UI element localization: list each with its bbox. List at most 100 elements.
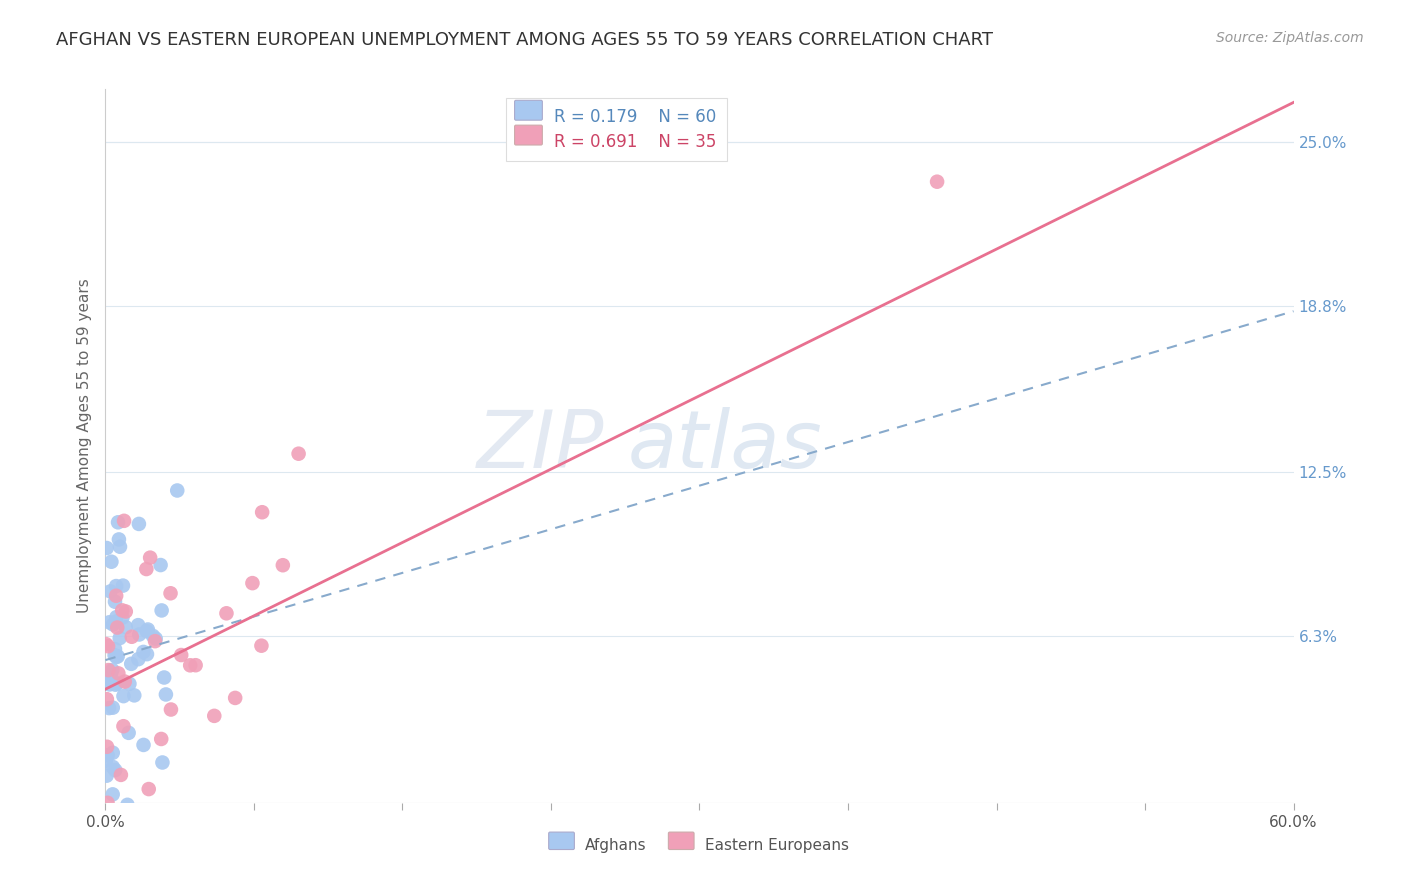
Point (160, 702, 183, 716)
Point (105, 676, 128, 690)
Point (96, 541, 118, 555)
Point (184, 658, 207, 673)
Point (114, 674, 136, 689)
Point (108, 631, 131, 645)
Point (139, 550, 162, 565)
Point (98, 615, 121, 630)
Point (108, 533, 131, 547)
Point (127, 652, 149, 666)
Point (105, 579, 128, 593)
Point (112, 689, 135, 703)
Point (96, 796, 118, 810)
Point (94, 637, 117, 651)
Point (124, 689, 146, 703)
Y-axis label: Unemployment Among Ages 55 to 59 years: Unemployment Among Ages 55 to 59 years (76, 278, 91, 614)
Point (149, 558, 172, 572)
Point (150, 731, 173, 746)
Point (114, 605, 136, 619)
Point (128, 627, 150, 641)
Point (170, 648, 193, 662)
Point (271, 558, 294, 573)
Point (150, 603, 173, 617)
Point (117, 726, 139, 740)
Point (111, 603, 134, 617)
Point (96, 670, 118, 684)
Point (98, 677, 121, 691)
Point (112, 719, 135, 733)
Point (111, 579, 134, 593)
Point (107, 666, 129, 681)
Point (112, 514, 135, 528)
Point (153, 671, 176, 685)
Point (202, 709, 225, 723)
Point (101, 663, 124, 677)
Point (127, 618, 149, 632)
Point (107, 649, 129, 664)
Point (114, 620, 136, 634)
Point (96, 692, 118, 706)
Point (104, 615, 127, 629)
Text: atlas: atlas (628, 407, 823, 485)
Point (94, 754, 117, 768)
Point (97, 748, 120, 763)
Point (97, 663, 120, 677)
Point (143, 634, 166, 648)
Point (100, 584, 122, 599)
Point (215, 607, 238, 621)
Point (110, 768, 132, 782)
Point (105, 610, 128, 624)
Point (97, 639, 120, 653)
Point (135, 624, 157, 639)
Point (104, 763, 127, 777)
Point (287, 447, 309, 461)
Point (104, 678, 127, 692)
Point (132, 645, 155, 659)
Point (117, 797, 139, 812)
Point (250, 639, 273, 653)
Point (101, 746, 124, 760)
Point (100, 667, 122, 681)
Point (101, 788, 124, 802)
Point (101, 760, 124, 774)
Point (138, 782, 160, 797)
Point (101, 700, 124, 714)
Point (105, 589, 128, 603)
Point (155, 688, 177, 702)
Point (925, 175, 948, 189)
Point (96, 739, 118, 754)
Point (136, 623, 159, 637)
Point (107, 516, 129, 530)
Point (111, 610, 134, 624)
Point (94, 673, 117, 688)
Point (136, 647, 159, 661)
Text: Source: ZipAtlas.com: Source: ZipAtlas.com (1216, 31, 1364, 45)
Point (100, 555, 122, 569)
Point (118, 677, 141, 691)
Point (105, 621, 128, 635)
Point (101, 617, 124, 632)
Point (100, 673, 122, 688)
Point (132, 738, 155, 752)
Point (108, 540, 131, 554)
Point (159, 586, 181, 600)
Point (135, 562, 157, 576)
Point (128, 516, 150, 531)
Point (120, 657, 142, 671)
Point (152, 756, 174, 770)
Point (242, 576, 264, 591)
Point (104, 595, 127, 609)
Text: AFGHAN VS EASTERN EUROPEAN UNEMPLOYMENT AMONG AGES 55 TO 59 YEARS CORRELATION CH: AFGHAN VS EASTERN EUROPEAN UNEMPLOYMENT … (56, 31, 993, 49)
Point (250, 505, 273, 519)
Point (104, 642, 127, 657)
Point (166, 483, 188, 498)
Point (179, 658, 201, 673)
Text: ZIP: ZIP (477, 407, 605, 485)
Legend: Afghans, Eastern Europeans: Afghans, Eastern Europeans (544, 831, 855, 859)
Point (145, 632, 167, 646)
Point (104, 648, 127, 663)
Point (105, 649, 128, 664)
Point (98, 701, 121, 715)
Point (121, 630, 143, 644)
Point (96, 769, 118, 783)
Point (142, 629, 165, 643)
